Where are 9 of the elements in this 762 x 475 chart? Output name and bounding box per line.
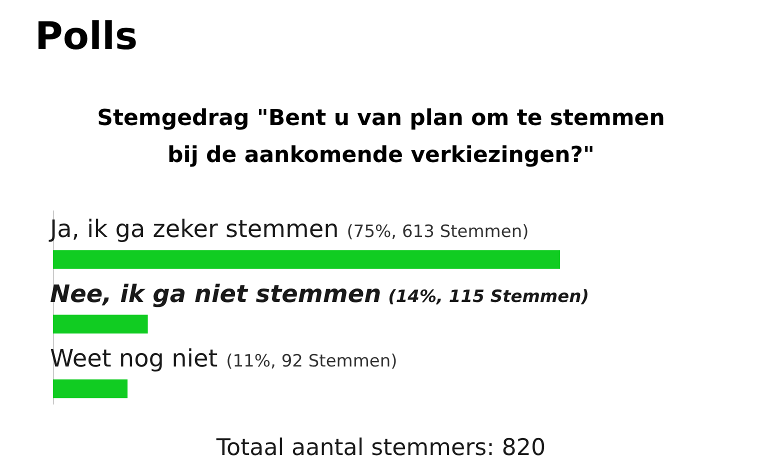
text: Totaal aantal stemmers: 820 [215, 435, 546, 461]
y-tick-label: Weet nog niet [50, 344, 218, 372]
y-tick-label: Ja, ik ga zeker stemmen [48, 215, 339, 244]
y-tick-label: Nee, ik ga niet stemmen [50, 280, 382, 308]
annotation: (14%, 115 Stemmen) [388, 286, 590, 307]
chart-title: Polls [35, 14, 138, 58]
annotation: (11%, 92 Stemmen) [226, 351, 398, 372]
chart-subtitle: Stemgedrag "Bent u van plan om te stemmen bij de aankomende verkiezingen?" [97, 106, 665, 168]
annotation: (75%, 613 Stemmen) [346, 222, 529, 242]
